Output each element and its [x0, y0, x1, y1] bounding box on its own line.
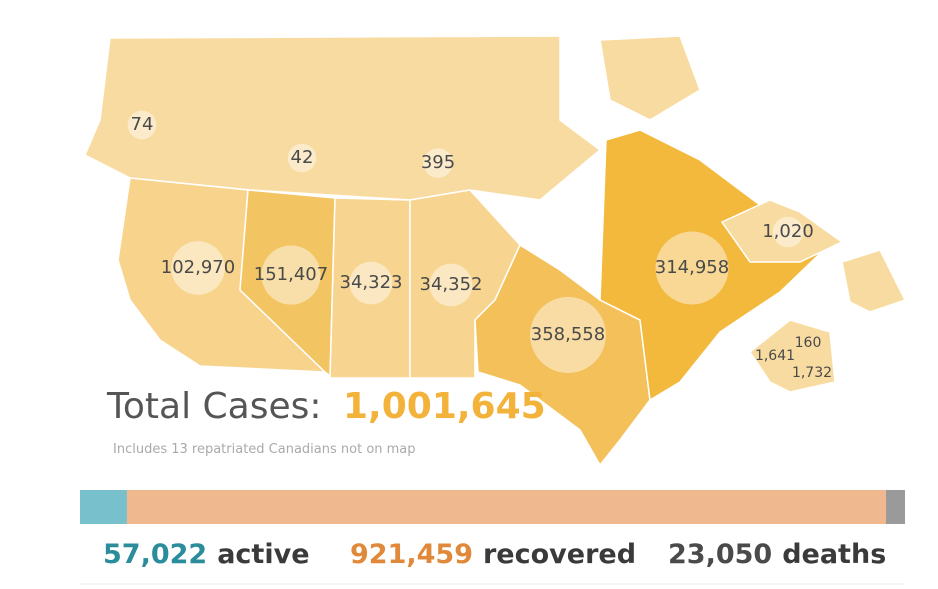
region-bubble — [429, 263, 473, 307]
total-title: Total Cases: — [106, 386, 322, 427]
region-bubble — [127, 110, 157, 140]
legend-name: recovered — [483, 539, 636, 570]
region-label: 102,970 — [161, 257, 235, 278]
territories — [84, 35, 602, 201]
legend-name: active — [217, 539, 309, 570]
region-label: 1,732 — [792, 365, 832, 381]
region-label: 395 — [421, 152, 455, 173]
region-bubble — [349, 261, 393, 305]
legend-entry: 921,459 recovered — [350, 539, 636, 570]
legend-value: 57,022 — [103, 539, 207, 570]
breakdown-legend: 57,022 active 921,459 recovered 23,050 deaths — [103, 539, 886, 570]
legend-value: 23,050 — [668, 539, 772, 570]
region-label: 34,323 — [340, 272, 403, 293]
region-label: 151,407 — [254, 264, 328, 285]
legend-entry: 57,022 active — [103, 539, 310, 570]
region-label: 74 — [131, 114, 154, 135]
total-note: Includes 13 repatriated Canadians not on… — [113, 442, 416, 457]
region-bubble — [171, 241, 225, 295]
region-label: 1,641 — [755, 348, 795, 364]
region-label: 314,958 — [655, 257, 729, 278]
alberta — [239, 189, 336, 378]
legend-name: deaths — [782, 539, 886, 570]
bar-segment — [80, 490, 127, 524]
region-label: 42 — [291, 147, 314, 168]
region-label: 34,352 — [420, 274, 483, 295]
newfoundland — [841, 249, 907, 313]
region-bubble — [261, 245, 321, 305]
region-label: 358,558 — [531, 324, 605, 345]
labrador — [720, 199, 844, 263]
bar-segment — [886, 490, 905, 524]
legend-entry: 23,050 deaths — [668, 539, 886, 570]
region-bubble — [423, 148, 453, 178]
region-label: 160 — [795, 335, 822, 351]
maritimes — [748, 319, 836, 393]
region-label: 1,020 — [762, 221, 814, 242]
region-bubbles: 74 42 395 102,970 151,407 34,323 34,352 358,558… — [127, 110, 832, 381]
bar-segment — [126, 490, 887, 524]
legend-value: 921,459 — [350, 539, 473, 570]
region-bubble — [287, 143, 317, 173]
breakdown-bar — [80, 490, 905, 524]
region-bubble — [530, 297, 606, 373]
arctic-island — [599, 35, 701, 121]
total-value: 1,001,645 — [343, 386, 546, 427]
region-bubble — [772, 216, 804, 248]
map — [84, 35, 907, 467]
region-bubble — [655, 231, 729, 305]
